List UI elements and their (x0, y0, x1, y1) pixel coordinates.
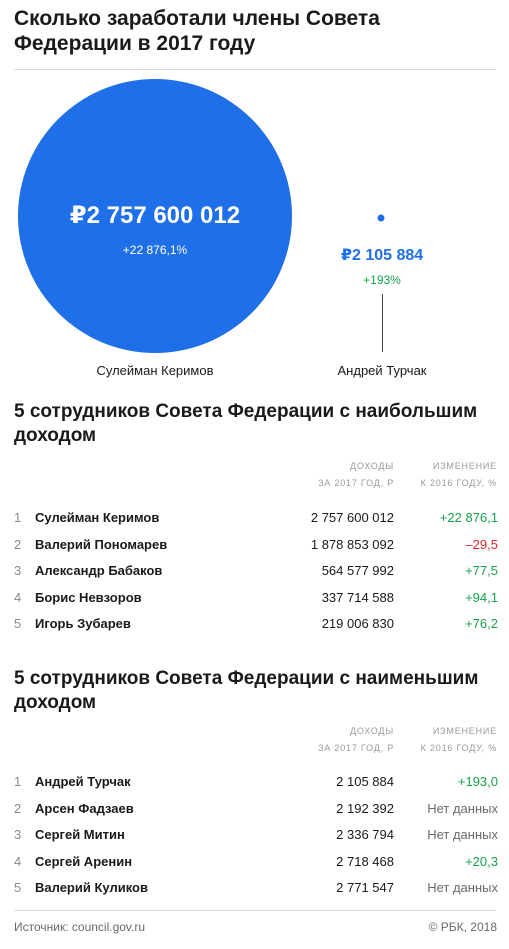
table-row: 1 Сулейман Керимов 2 757 600 012 +22 876,1 (14, 505, 498, 531)
row-income: 2 757 600 012 (310, 510, 394, 525)
row-rank: 4 (14, 853, 22, 869)
row-rank: 1 (14, 510, 22, 525)
bubble-turchak-change: +193% (363, 273, 401, 287)
row-change: +94,1 (465, 589, 498, 605)
col-income-line1: ДОХОДЫ (349, 461, 394, 471)
row-rank: 2 (14, 536, 22, 552)
row-income: 1 878 853 092 (310, 536, 394, 552)
table-row: 4 Борис Невзоров 337 714 588 +94,1 (14, 585, 498, 611)
row-name: Валерий Пономарев (35, 536, 168, 552)
row-income: 2 105 884 (336, 774, 394, 789)
row-change: –29,5 (465, 536, 498, 552)
row-change: Нет данных (427, 827, 498, 842)
bubble-kerimov-name: Сулейман Керимов (96, 363, 213, 378)
top-income-col-change: ИЗМЕНЕНИЕ К 2016 ГОДУ, % (421, 458, 497, 492)
footer-copyright: © РБК, 2018 (428, 920, 497, 934)
row-name: Сулейман Керимов (35, 510, 160, 525)
low-income-col-income: ДОХОДЫ ЗА 2017 ГОД, Р (318, 723, 394, 757)
row-name: Сергей Аренин (35, 853, 133, 869)
low-income-title: 5 сотрудников Совета Федерации с наимень… (14, 668, 479, 713)
table-row: 2 Арсен Фадзаев 2 192 392 Нет данных (14, 796, 498, 822)
table-row: 2 Валерий Пономарев 1 878 853 092 –29,5 (14, 532, 498, 558)
table-row: 4 Сергей Аренин 2 718 468 +20,3 (14, 849, 498, 875)
page-title: Сколько заработали члены Совета Федераци… (14, 7, 380, 55)
row-income: 2 192 392 (336, 800, 394, 816)
row-change: +193,0 (457, 774, 498, 789)
table-row: 3 Сергей Митин 2 336 794 Нет данных (14, 822, 498, 848)
row-name: Игорь Зубарев (35, 616, 131, 631)
row-rank: 4 (14, 589, 22, 605)
table-row: 5 Валерий Куликов 2 771 547 Нет данных (14, 875, 498, 901)
row-name: Арсен Фадзаев (35, 800, 134, 816)
col-income-line1: ДОХОДЫ (349, 726, 394, 736)
row-rank: 1 (14, 774, 22, 789)
bubble-turchak-value: ₽2 105 884 (341, 247, 423, 264)
row-change: +22 876,1 (439, 510, 498, 525)
col-change-line2: К 2016 ГОДУ, % (420, 743, 497, 753)
col-income-line2: ЗА 2017 ГОД, Р (318, 478, 394, 488)
row-income: 2 771 547 (336, 880, 394, 895)
row-change: Нет данных (427, 880, 498, 895)
col-income-line2: ЗА 2017 ГОД, Р (318, 743, 394, 753)
title-divider (14, 69, 496, 70)
row-change: +76,2 (465, 616, 498, 631)
top-income-col-income: ДОХОДЫ ЗА 2017 ГОД, Р (318, 458, 394, 492)
bubble-kerimov (18, 79, 292, 353)
footer-source: Источник: council.gov.ru (14, 920, 146, 934)
table-row: 1 Андрей Турчак 2 105 884 +193,0 (14, 769, 498, 795)
row-income: 219 006 830 (321, 616, 394, 631)
bubble-turchak (377, 214, 385, 222)
row-name: Александр Бабаков (35, 563, 163, 578)
row-rank: 2 (14, 800, 22, 816)
col-change-line1: ИЗМЕНЕНИЕ (432, 726, 497, 736)
col-change-line1: ИЗМЕНЕНИЕ (432, 461, 497, 471)
row-change: +20,3 (465, 853, 498, 869)
row-name: Сергей Митин (35, 827, 125, 842)
row-change: Нет данных (427, 800, 498, 816)
footer-divider (14, 910, 496, 911)
table-row: 3 Александр Бабаков 564 577 992 +77,5 (14, 558, 498, 584)
top-income-title: 5 сотрудников Совета Федерации с наиболь… (14, 401, 478, 446)
bubble-kerimov-value: ₽2 757 600 012 (70, 202, 240, 229)
table-row: 5 Игорь Зубарев 219 006 830 +76,2 (14, 611, 498, 637)
row-name: Андрей Турчак (35, 774, 131, 789)
row-rank: 5 (14, 616, 22, 631)
row-income: 564 577 992 (321, 563, 394, 578)
row-rank: 3 (14, 827, 22, 842)
row-name: Борис Невзоров (35, 589, 142, 605)
bubble-turchak-name: Андрей Турчак (338, 363, 427, 378)
bubble-chart: ₽2 757 600 012 +22 876,1% Сулейман Керим… (18, 79, 427, 378)
row-income: 2 718 468 (336, 853, 394, 869)
row-rank: 3 (14, 563, 22, 578)
row-rank: 5 (14, 880, 22, 895)
bubble-kerimov-change: +22 876,1% (123, 243, 188, 257)
row-name: Валерий Куликов (35, 880, 148, 895)
row-income: 2 336 794 (336, 827, 394, 842)
col-change-line2: К 2016 ГОДУ, % (420, 478, 497, 488)
row-change: +77,5 (465, 563, 498, 578)
low-income-col-change: ИЗМЕНЕНИЕ К 2016 ГОДУ, % (421, 723, 497, 757)
row-income: 337 714 588 (321, 589, 394, 605)
